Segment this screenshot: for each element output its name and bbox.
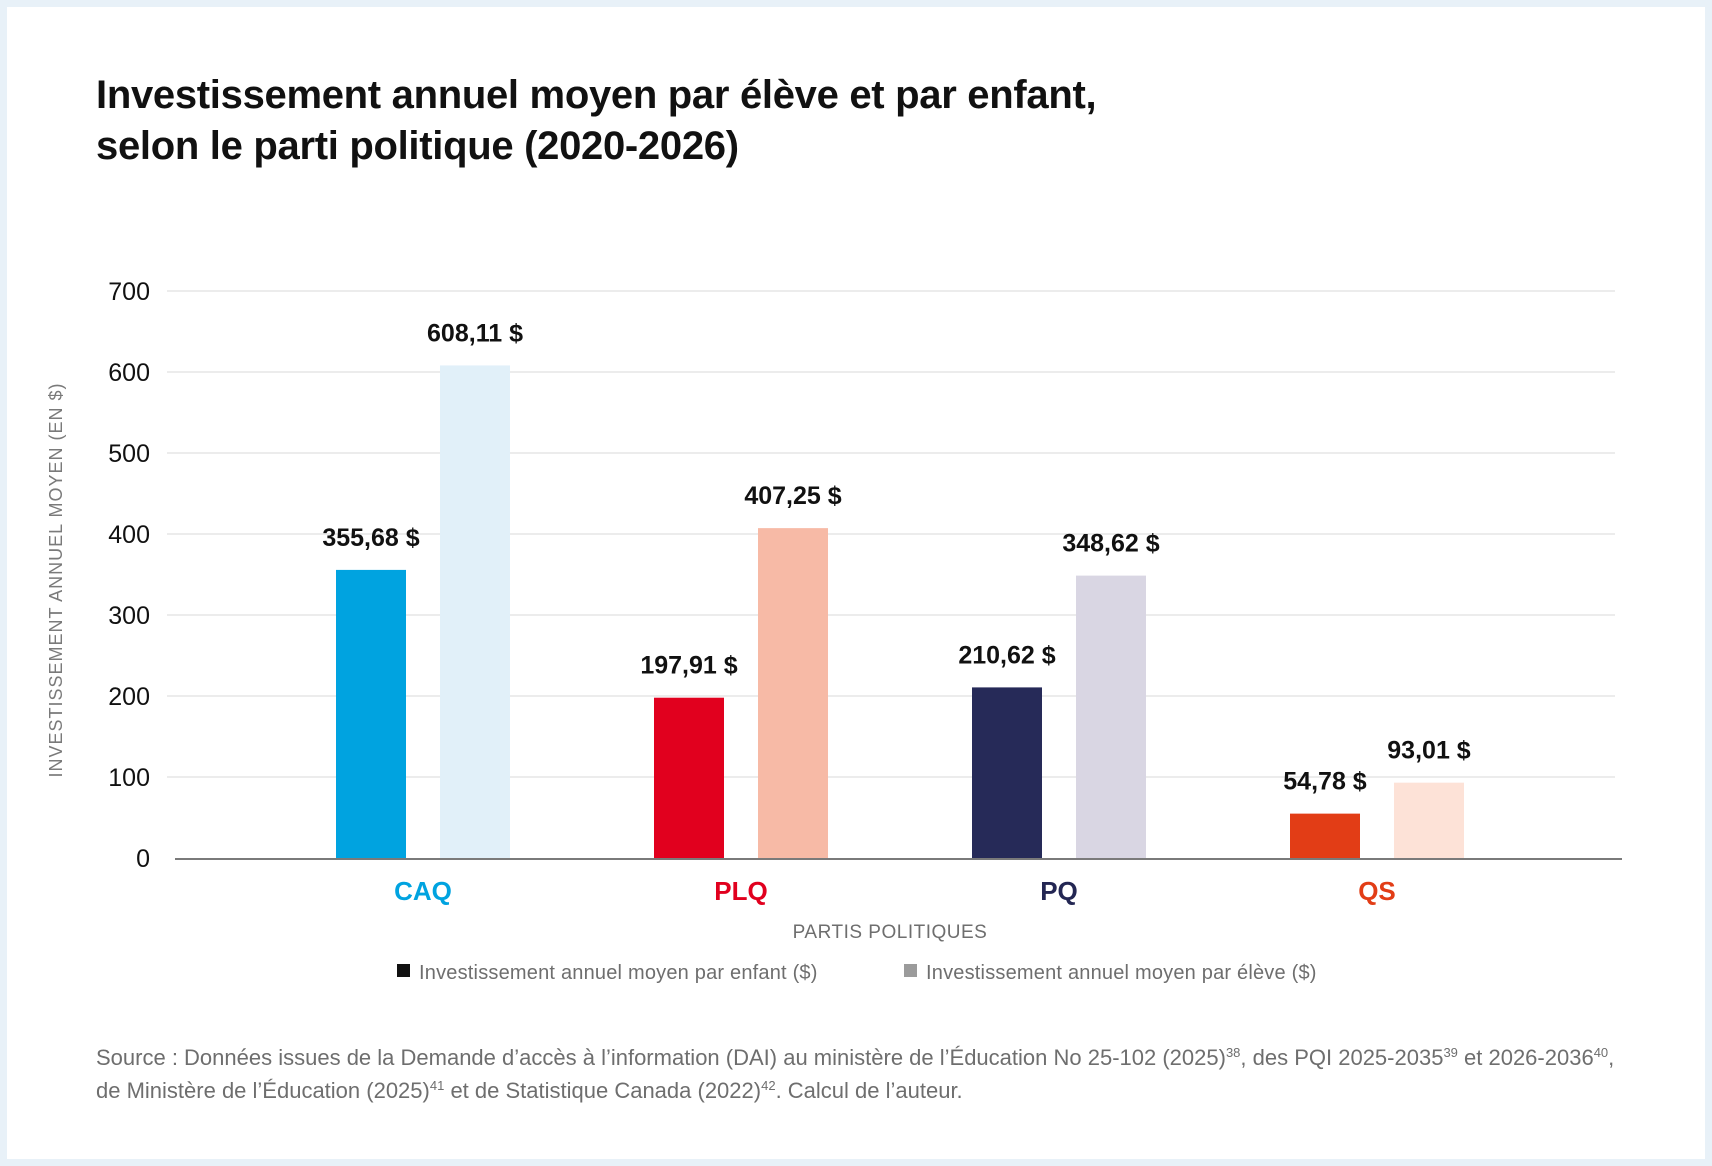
source-text: , de Ministère de l’Éducation (2025) [96,1045,1615,1103]
y-tick-label: 100 [108,764,150,792]
bar-pq-series-1 [972,687,1042,858]
data-label: 407,25 $ [744,482,841,510]
legend: Investissement annuel moyen par enfant (… [397,962,1317,984]
source-text: Source : Données issues de la Demande d’… [96,1045,1226,1070]
chart-title-line-2: selon le parti politique (2020-2026) [96,124,739,168]
data-label: 210,62 $ [958,641,1055,669]
y-tick-label: 300 [108,602,150,630]
bar-qs-series-2 [1394,782,1464,858]
source-footnote-ref: 42 [761,1078,776,1093]
x-tick-label-caq: CAQ [394,876,452,906]
bar-chart: 0 100 200 300 400 500 600 700 INVESTISSEMENT AN… [46,278,1622,984]
source-footnote-ref: 39 [1443,1045,1458,1060]
x-tick-label-pq: PQ [1040,876,1078,906]
data-label: 197,91 $ [640,652,737,680]
chart-title-line-1: Investissement annuel moyen par élève et… [96,73,1097,117]
legend-entry: Investissement annuel moyen par enfant (… [419,962,818,984]
data-labels: 355,68 $ 608,11 $ 197,91 $ 407,25 $ 210,62 $… [322,319,1470,795]
bar-caq-series-2 [440,365,510,858]
source-footnote-ref: 41 [429,1078,445,1093]
y-tick-label: 700 [108,278,150,306]
data-label: 355,68 $ [322,524,419,552]
chart-card [7,7,1705,1159]
x-axis-label: PARTIS POLITIQUES [793,922,988,943]
chart-title: Investissement annuel moyen par élève et… [96,70,1396,172]
y-tick-label: 400 [108,521,150,549]
bar-caq-series-1 [336,569,406,858]
bar-qs-series-1 [1290,813,1360,858]
y-tick-label: 600 [108,359,150,387]
y-tick-label: 500 [108,440,150,468]
source-text: , des PQI 2025-2035 [1240,1045,1444,1070]
y-tick-label: 200 [108,683,150,711]
bar-pq-series-2 [1076,575,1146,858]
y-axis-ticks: 0 100 200 300 400 500 600 700 [108,278,150,873]
data-label: 608,11 $ [427,319,523,347]
y-axis-label: INVESTISSEMENT ANNUEL MOYEN (EN $) [46,382,66,777]
bars [336,365,1464,858]
x-tick-label-plq: PLQ [714,876,767,906]
x-axis-ticks: CAQ PLQ PQ QS [394,876,1396,906]
source-footnote-ref: 38 [1225,1045,1241,1060]
y-tick-label: 0 [136,845,150,873]
data-label: 93,01 $ [1387,737,1471,765]
source-footnote-ref: 40 [1593,1045,1609,1060]
source-text: . Calcul de l’auteur. [775,1078,963,1103]
legend-swatch [397,964,410,977]
legend-entry: Investissement annuel moyen par élève ($… [926,962,1317,984]
x-tick-label-qs: QS [1358,876,1396,906]
grid-lines [167,290,1615,778]
source-note: Source : Données issues de la Demande d’… [96,1041,1616,1107]
bar-plq-series-2 [758,528,828,858]
data-label: 348,62 $ [1062,530,1159,558]
bar-plq-series-1 [654,697,724,858]
source-text: et 2026-2036 [1457,1045,1594,1070]
source-text: et de Statistique Canada (2022) [444,1078,762,1103]
data-label: 54,78 $ [1283,768,1367,796]
legend-swatch [904,964,917,977]
